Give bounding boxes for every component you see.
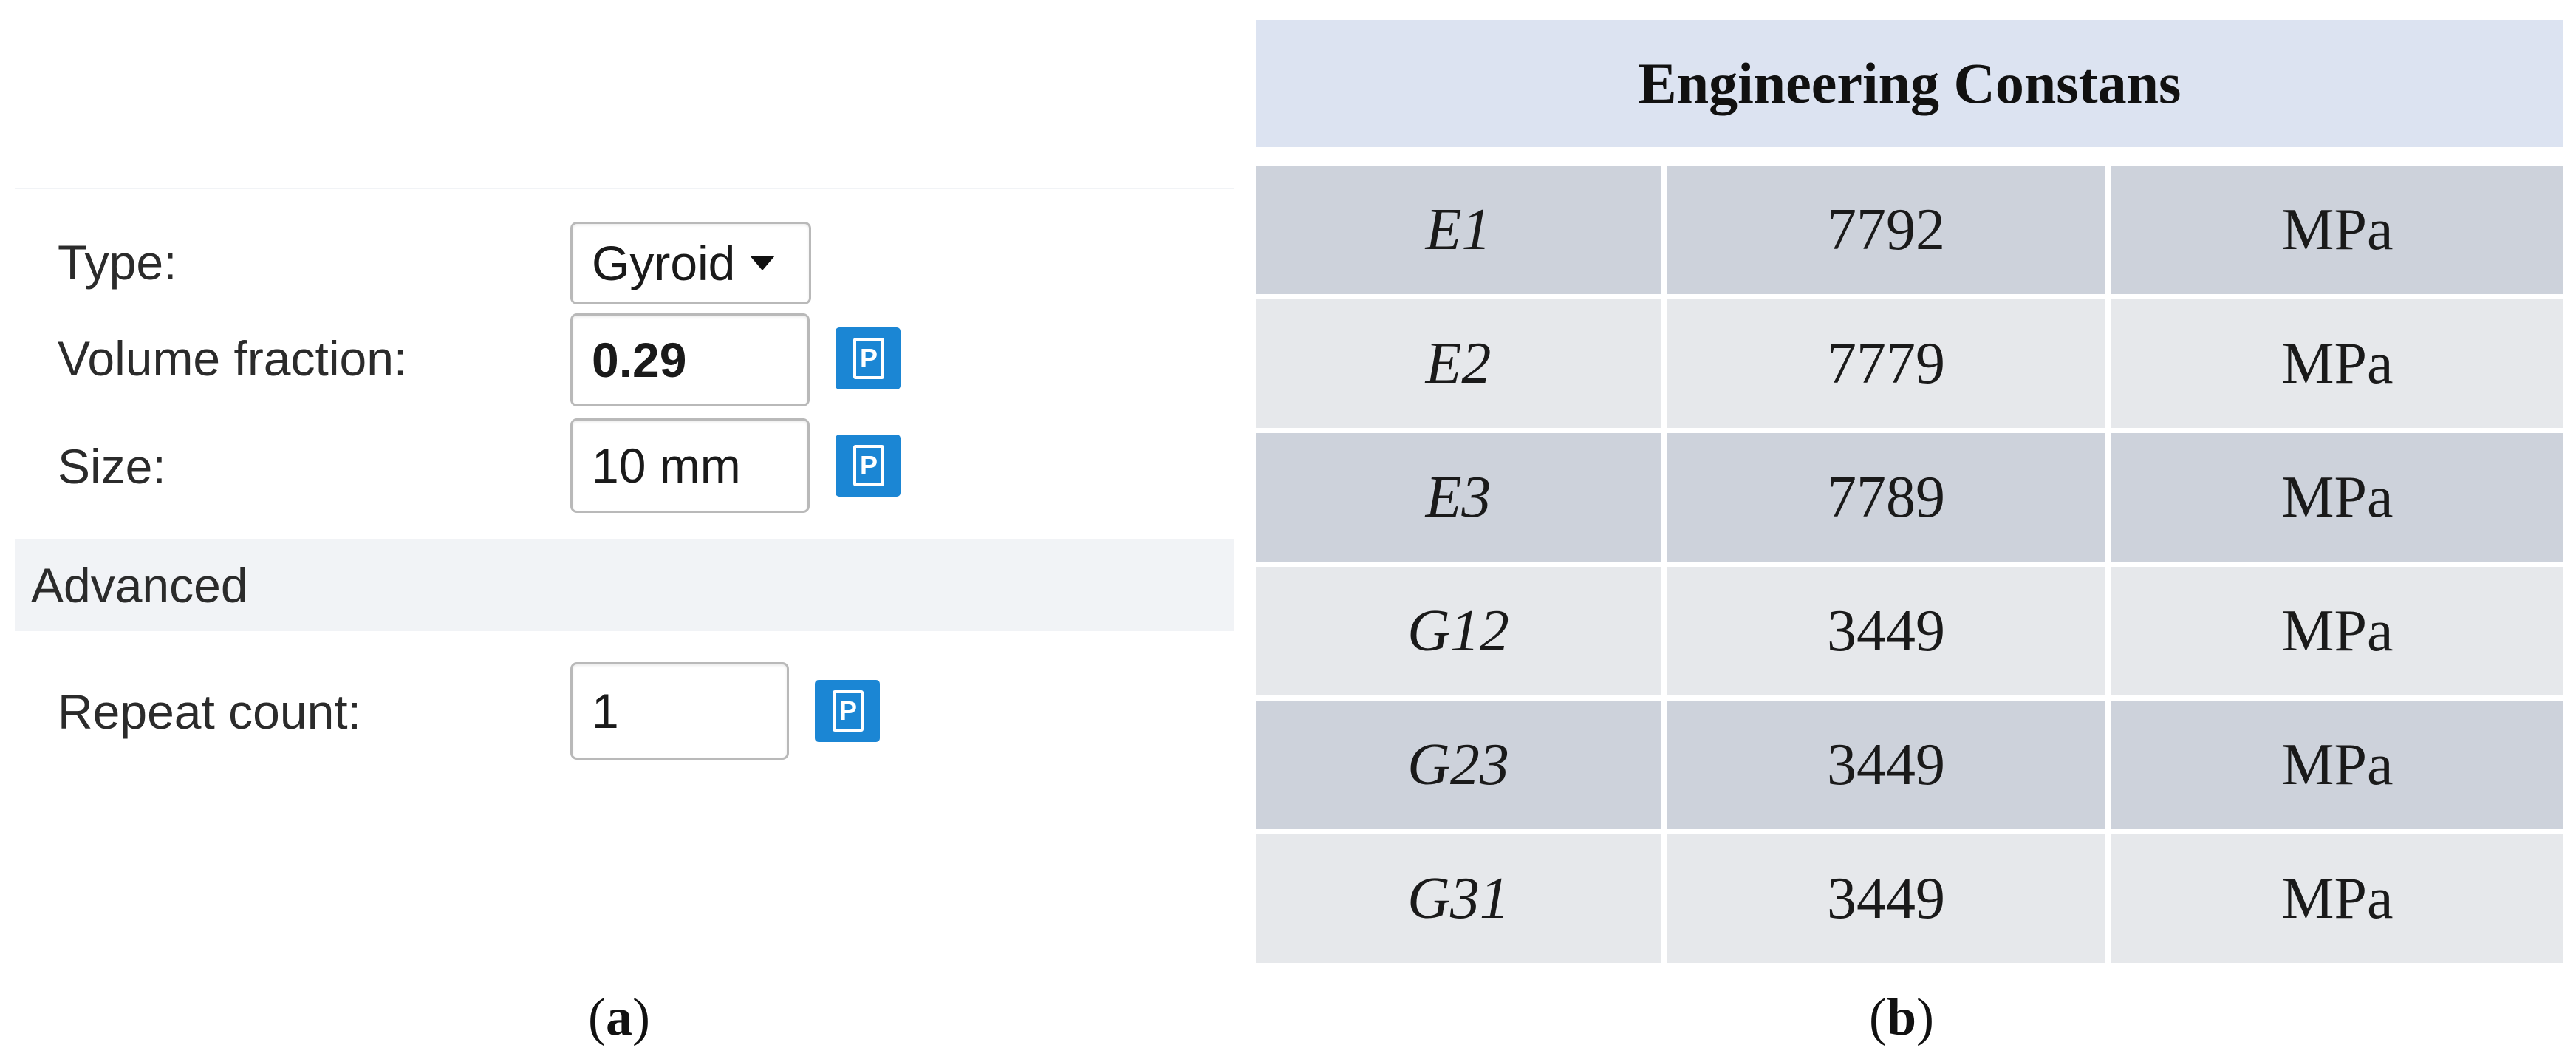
advanced-section-header[interactable]: Advanced (15, 539, 1234, 631)
constant-value-cell: 3449 (1667, 567, 2105, 695)
chevron-down-icon (750, 256, 776, 270)
constant-unit-cell: MPa (2111, 834, 2563, 963)
parameter-icon: P (833, 690, 864, 732)
size-label: Size: (58, 439, 166, 494)
repeat-count-parameter-button[interactable]: P (815, 680, 880, 742)
type-label: Type: (58, 235, 177, 290)
volume-fraction-parameter-button[interactable]: P (836, 327, 901, 389)
constant-unit-cell: MPa (2111, 433, 2563, 562)
repeat-count-value: 1 (592, 684, 619, 738)
constant-name-cell: G31 (1256, 834, 1661, 963)
repeat-count-input[interactable]: 1 (570, 662, 789, 760)
properties-panel: Type: Gyroid Volume fraction: 0.29 P Siz… (0, 0, 1248, 1062)
constant-unit-cell: MPa (2111, 166, 2563, 294)
constant-name-cell: G12 (1256, 567, 1661, 695)
constant-value-cell: 7792 (1667, 166, 2105, 294)
volume-fraction-label: Volume fraction: (58, 331, 408, 386)
constant-name-cell: E3 (1256, 433, 1661, 562)
volume-fraction-input[interactable]: 0.29 (570, 313, 810, 406)
caption-b: (b) (1869, 987, 1935, 1046)
constant-unit-cell: MPa (2111, 567, 2563, 695)
divider (15, 188, 1234, 189)
parameter-icon: P (853, 338, 884, 379)
advanced-section-label: Advanced (31, 558, 248, 613)
constant-unit-cell: MPa (2111, 299, 2563, 428)
constant-unit-cell: MPa (2111, 701, 2563, 829)
constant-name-cell: E2 (1256, 299, 1661, 428)
constant-value-cell: 7789 (1667, 433, 2105, 562)
constant-value-cell: 7779 (1667, 299, 2105, 428)
size-value: 10 mm (592, 438, 741, 493)
type-value: Gyroid (592, 236, 736, 290)
caption-a: (a) (588, 987, 650, 1046)
size-input[interactable]: 10 mm (570, 418, 810, 513)
repeat-count-label: Repeat count: (58, 684, 361, 739)
table-title: Engineering Constans (1256, 20, 2563, 147)
size-parameter-button[interactable]: P (836, 435, 901, 497)
constant-value-cell: 3449 (1667, 701, 2105, 829)
constant-value-cell: 3449 (1667, 834, 2105, 963)
constant-name-cell: G23 (1256, 701, 1661, 829)
parameter-icon: P (853, 445, 884, 486)
volume-fraction-value: 0.29 (592, 333, 687, 387)
type-dropdown[interactable]: Gyroid (570, 222, 811, 304)
constant-name-cell: E1 (1256, 166, 1661, 294)
